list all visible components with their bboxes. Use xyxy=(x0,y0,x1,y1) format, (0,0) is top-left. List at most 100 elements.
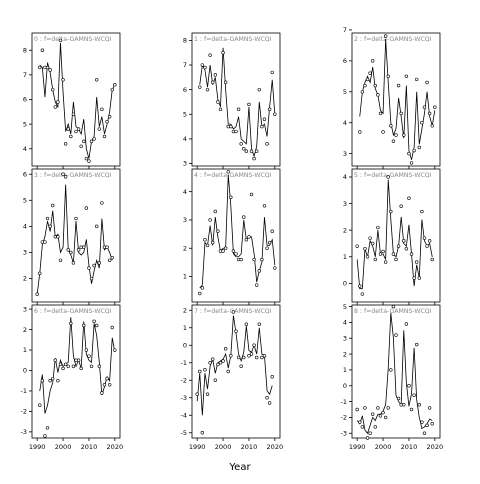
fitted-series-line xyxy=(356,312,433,435)
observed-point xyxy=(79,366,83,371)
observed-point xyxy=(205,87,210,92)
panel-frame xyxy=(31,32,121,167)
observed-point xyxy=(262,204,267,208)
observed-point xyxy=(249,192,254,197)
observed-point xyxy=(74,216,78,221)
x-tick-label: 2020 xyxy=(267,443,284,451)
observed-point xyxy=(100,201,104,205)
observed-point xyxy=(412,393,416,397)
y-tick-label: -2 xyxy=(181,376,187,384)
x-tick-label: 2010 xyxy=(241,443,258,451)
observed-point xyxy=(257,322,261,326)
observed-point xyxy=(226,170,230,174)
observed-point xyxy=(368,431,372,435)
observed-point xyxy=(373,425,377,429)
observed-point xyxy=(430,257,434,262)
observed-point xyxy=(378,252,383,256)
y-tick-label: 6 xyxy=(183,86,187,94)
y-tick-label: 1 xyxy=(23,346,27,354)
observed-point xyxy=(208,218,212,222)
observed-point xyxy=(113,348,117,352)
observed-point xyxy=(43,240,47,244)
observed-point xyxy=(35,292,39,296)
y-tick-label: 1 xyxy=(183,273,187,281)
observed-point xyxy=(63,362,68,367)
observed-point xyxy=(89,364,94,369)
panel-1: 3 : f=delta-GAMNS-WCQI 2 3 4 5 6 xyxy=(23,168,121,305)
observed-point xyxy=(252,156,256,161)
observed-point xyxy=(270,375,274,379)
observed-point xyxy=(391,252,396,256)
y-tick-label: 7 xyxy=(343,26,347,34)
observed-point xyxy=(368,71,372,75)
observed-point xyxy=(394,257,398,262)
observed-point xyxy=(376,93,380,97)
observed-point xyxy=(244,322,249,326)
observed-point xyxy=(407,384,411,388)
panel-2: 6 : f=delta-GAMNS-WCQI -3 -2 -1 0 1 2 3 1990 2000… xyxy=(21,304,123,451)
observed-point xyxy=(213,209,217,214)
observed-point xyxy=(107,115,112,119)
observed-point xyxy=(257,87,261,92)
observed-point xyxy=(407,151,411,156)
observed-point xyxy=(92,263,96,268)
observed-point xyxy=(242,355,246,360)
observed-point xyxy=(371,241,375,246)
observed-point xyxy=(211,80,215,84)
observed-point xyxy=(61,78,65,82)
observed-point xyxy=(102,134,107,139)
observed-point xyxy=(355,244,359,248)
observed-point xyxy=(40,379,45,383)
observed-point xyxy=(76,127,81,131)
panel-title: 8 : f=delta-GAMNS-WCQI xyxy=(354,308,432,315)
observed-point xyxy=(89,139,94,144)
observed-point xyxy=(110,325,114,330)
observed-point xyxy=(360,90,365,94)
y-tick-label: 1 xyxy=(343,253,347,261)
observed-point xyxy=(223,347,228,351)
observed-point xyxy=(87,266,91,270)
panel-title: 6 : f=delta-GAMNS-WCQI xyxy=(34,308,112,315)
observed-point xyxy=(415,77,419,82)
observed-point xyxy=(87,354,91,358)
x-tick-label: 2010 xyxy=(401,443,418,451)
observed-point xyxy=(95,323,99,328)
y-tick-label: 4 xyxy=(23,223,27,231)
observed-point xyxy=(229,195,233,199)
observed-point xyxy=(200,431,205,435)
observed-point xyxy=(412,276,416,280)
y-tick-label: -1 xyxy=(181,359,187,367)
observed-point xyxy=(97,364,101,369)
observed-point xyxy=(360,425,365,429)
observed-point xyxy=(58,38,63,43)
observed-point xyxy=(363,406,367,410)
observed-point xyxy=(383,415,388,420)
panel-frame xyxy=(191,304,281,439)
observed-point xyxy=(427,406,432,410)
observed-point xyxy=(221,51,225,55)
fitted-series-line xyxy=(36,184,113,295)
fitted-series-line xyxy=(199,47,276,158)
observed-point xyxy=(386,406,390,410)
observed-point xyxy=(427,111,432,116)
x-tick-label: 1990 xyxy=(189,443,206,451)
observed-point xyxy=(376,225,380,230)
y-tick-label: 6 xyxy=(343,57,347,65)
y-tick-label: 7 xyxy=(183,61,187,69)
observed-point xyxy=(402,239,406,243)
x-tick-label: 2000 xyxy=(55,443,72,451)
observed-point xyxy=(404,74,409,79)
observed-point xyxy=(260,257,264,262)
observed-point xyxy=(45,216,50,221)
observed-point xyxy=(66,248,70,252)
observed-point xyxy=(409,252,414,256)
observed-point xyxy=(430,124,434,128)
observed-point xyxy=(208,361,212,365)
observed-point xyxy=(69,250,73,255)
y-tick-label: 2 xyxy=(23,275,27,283)
observed-point xyxy=(260,124,264,129)
observed-point xyxy=(368,236,372,240)
observed-point xyxy=(48,68,52,72)
panel-title: 5 : f=delta-GAMNS-WCQI xyxy=(354,172,432,179)
